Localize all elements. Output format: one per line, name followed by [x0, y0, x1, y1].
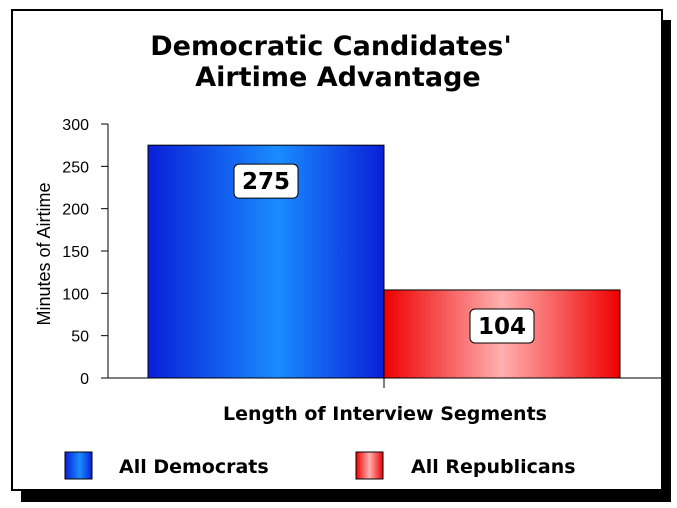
legend-swatch-2 — [355, 451, 384, 480]
data-label-2: 104 — [478, 314, 526, 340]
axes-group: 0 50 100 150 200 250 300 — [62, 117, 662, 388]
chart-title-line-2: Airtime Advantage — [195, 62, 481, 93]
y-tick-label: 200 — [62, 202, 89, 219]
y-tick-label: 300 — [62, 117, 89, 134]
legend-swatch-1 — [64, 451, 93, 480]
data-labels-group: 275 104 — [233, 163, 535, 344]
y-tick-label: 100 — [62, 286, 89, 303]
y-tick-label: 50 — [71, 329, 89, 346]
data-label-box-1 — [233, 163, 299, 199]
y-tick-label: 0 — [80, 371, 89, 388]
data-label-1: 275 — [242, 169, 290, 195]
bars-group — [147, 144, 621, 379]
y-tick-label: 250 — [62, 159, 89, 176]
y-tick-label: 150 — [62, 244, 89, 261]
legend: All Democrats All Republicans — [64, 451, 576, 480]
legend-label-1: All Democrats — [119, 456, 269, 478]
legend-label-2: All Republicans — [411, 456, 576, 478]
chart-title-line-1: Democratic Candidates' — [150, 31, 511, 62]
data-label-box-2 — [469, 308, 535, 344]
x-axis-label: Length of Interview Segments — [223, 403, 547, 425]
y-axis-label: Minutes of Airtime — [34, 182, 54, 325]
